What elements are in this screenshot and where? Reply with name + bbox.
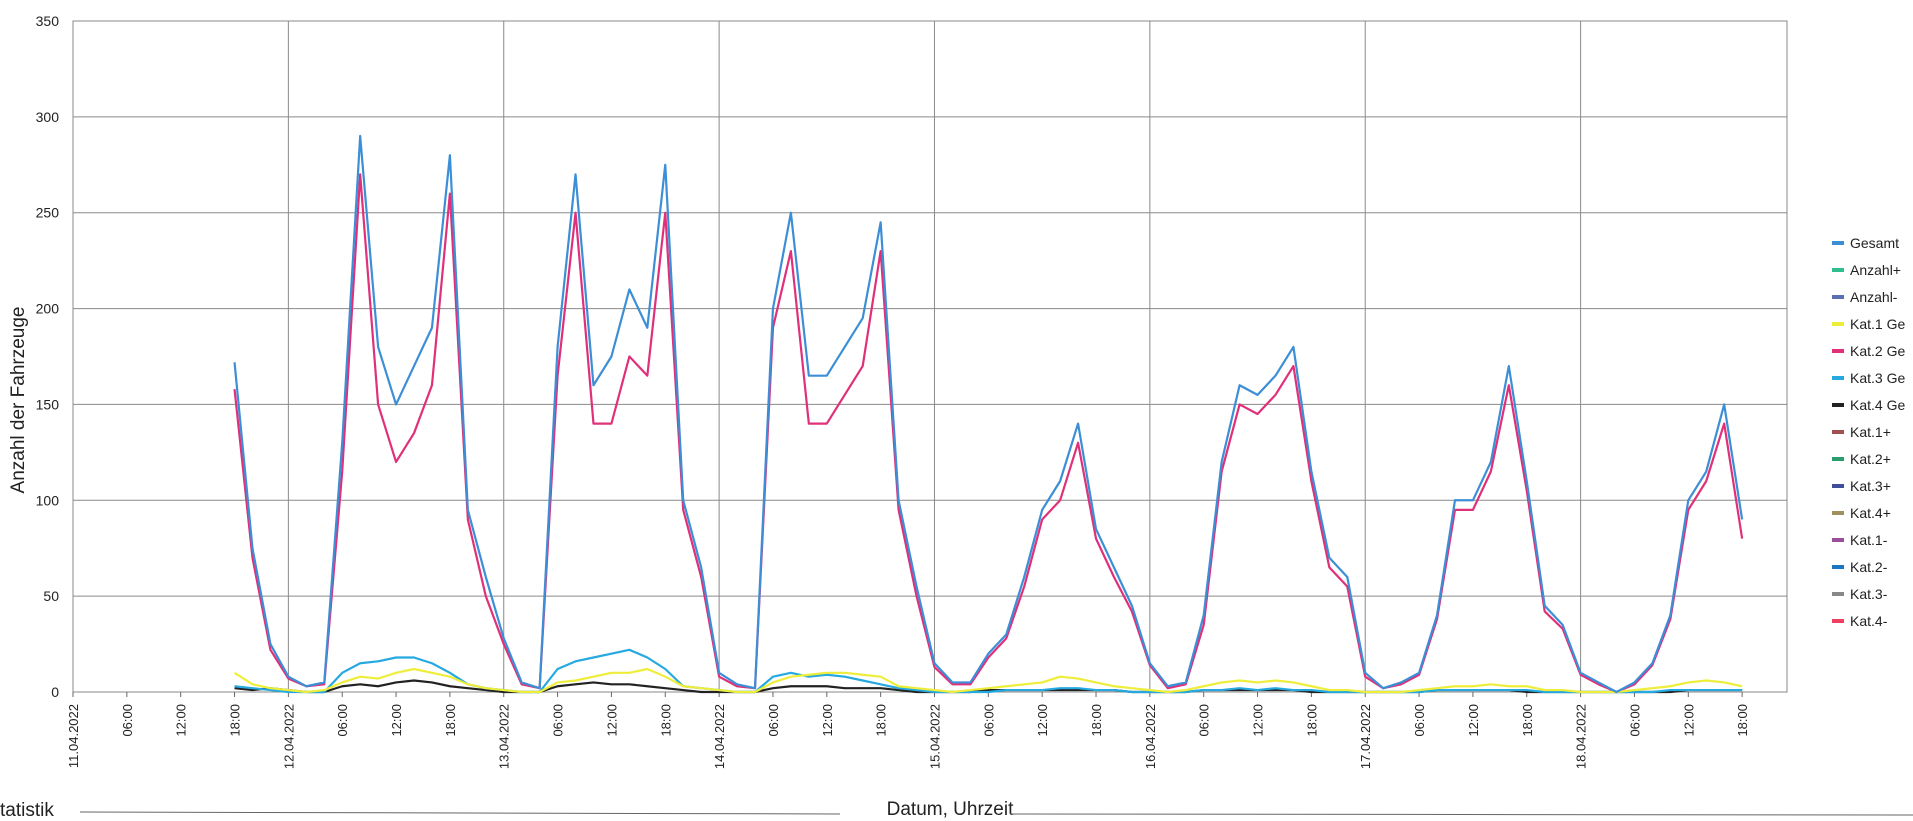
legend-label: Kat.3+	[1850, 478, 1891, 494]
legend-label: Kat.4 Ge	[1850, 397, 1905, 413]
legend-label: Kat.2 Ge	[1850, 343, 1905, 359]
separator	[79, 811, 841, 815]
x-tick-label: 18:00	[1304, 704, 1319, 737]
separator	[1009, 813, 1913, 816]
legend-label: Kat.4-	[1850, 613, 1888, 629]
legend-label: Anzahl-	[1850, 289, 1898, 305]
legend-label: Kat.1 Ge	[1850, 316, 1905, 332]
x-tick-label: 15.04.2022	[927, 704, 942, 769]
y-tick-label: 0	[51, 684, 59, 700]
y-tick-label: 300	[36, 109, 60, 125]
x-tick-label: 12.04.2022	[281, 704, 296, 769]
x-tick-label: 16.04.2022	[1143, 704, 1158, 769]
legend-label: Kat.3-	[1850, 586, 1888, 602]
x-tick-label: 18:00	[443, 704, 458, 737]
x-tick-label: 18:00	[874, 704, 889, 737]
y-tick-label: 200	[36, 301, 60, 317]
x-tick-label: 18:00	[1735, 704, 1750, 737]
legend-label: Kat.1+	[1850, 424, 1891, 440]
x-axis-label: Datum, Uhrzeit	[887, 799, 1014, 820]
legend-label: Kat.4+	[1850, 505, 1891, 521]
x-tick-label: 12:00	[1466, 704, 1481, 737]
x-tick-label: 11.04.2022	[66, 704, 81, 768]
x-tick-label: 17.04.2022	[1358, 704, 1373, 769]
legend-label: Kat.1-	[1850, 532, 1888, 548]
x-tick-label: 12:00	[389, 704, 404, 737]
x-tick-label: 13.04.2022	[497, 704, 512, 769]
legend-label: Gesamt	[1850, 235, 1899, 251]
x-tick-label: 12:00	[1251, 704, 1266, 737]
x-tick-label: 18:00	[1089, 704, 1104, 737]
x-tick-label: 18:00	[1520, 704, 1535, 737]
x-tick-label: 18:00	[658, 704, 673, 737]
x-tick-label: 06:00	[1412, 704, 1427, 737]
legend-label: Kat.3 Ge	[1850, 370, 1905, 386]
legend-label: Anzahl+	[1850, 262, 1901, 278]
legend-label: Kat.2-	[1850, 559, 1888, 575]
x-tick-label: 14.04.2022	[712, 704, 727, 769]
x-tick-label: 18.04.2022	[1574, 704, 1589, 769]
x-tick-label: 06:00	[335, 704, 350, 737]
x-tick-label: 06:00	[981, 704, 996, 737]
legend-label: Kat.2+	[1850, 451, 1891, 467]
y-axis-label: Anzahl der Fahrzeuge	[8, 307, 29, 494]
x-tick-label: 12:00	[604, 704, 619, 737]
x-tick-label: 06:00	[1627, 704, 1642, 737]
x-tick-label: 06:00	[120, 704, 135, 737]
x-tick-label: 06:00	[1197, 704, 1212, 737]
y-tick-label: 250	[36, 205, 60, 221]
x-tick-label: 12:00	[1681, 704, 1696, 737]
x-tick-label: 12:00	[174, 704, 189, 737]
series-line	[233, 134, 1744, 694]
x-tick-label: 06:00	[551, 704, 566, 737]
x-tick-label: 12:00	[820, 704, 835, 737]
y-tick-label: 50	[43, 588, 59, 604]
series-line	[233, 667, 1743, 694]
x-tick-label: 12:00	[1035, 704, 1050, 737]
annotation: tatistik	[0, 800, 54, 821]
y-tick-label: 100	[36, 492, 60, 508]
y-tick-label: 350	[36, 13, 60, 29]
x-tick-label: 18:00	[228, 704, 243, 737]
x-tick-label: 06:00	[766, 704, 781, 737]
y-tick-label: 150	[36, 396, 60, 412]
series-line	[233, 173, 1744, 694]
